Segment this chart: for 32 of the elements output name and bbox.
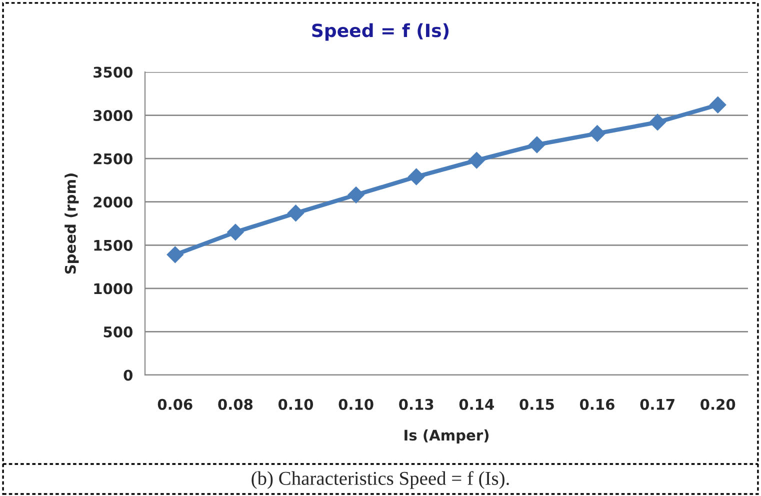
x-tick-label: 0.17 — [640, 398, 674, 410]
x-tick-label: 0.15 — [520, 398, 554, 410]
x-tick-label: 0.13 — [399, 398, 434, 410]
point — [227, 224, 244, 241]
y-tick-label: 2000 — [94, 196, 132, 208]
y-tick-label: 2500 — [94, 153, 132, 164]
chart-title: Speed = f (Is) — [312, 23, 449, 41]
y-tick-label: 500 — [104, 326, 132, 338]
point — [287, 204, 304, 222]
x-tick-label: 0.10 — [338, 398, 374, 410]
point — [649, 114, 666, 131]
point — [528, 136, 546, 154]
point — [348, 186, 364, 204]
y-tick-label: 3500 — [94, 66, 132, 78]
y-tick-label: 1500 — [94, 240, 132, 251]
x-tick-label: 0.08 — [218, 398, 253, 410]
x-tick-label: 0.16 — [580, 398, 614, 410]
x-tick-label: 0.10 — [278, 398, 314, 410]
point — [588, 125, 606, 142]
y-tick-label: 3000 — [94, 110, 132, 122]
point — [166, 246, 184, 264]
x-tick-label: 0.14 — [459, 398, 494, 410]
x-axis-title: Is (Amper) — [404, 429, 489, 444]
y-tick-label: 0 — [124, 370, 132, 381]
x-tick-label: 0.20 — [700, 398, 736, 410]
point — [709, 96, 726, 114]
point — [468, 152, 486, 169]
y-tick-label: 1000 — [94, 283, 132, 294]
y-axis-title: Speed (rpm) — [64, 174, 79, 274]
point — [408, 168, 425, 186]
text: (b) Characteristics Speed = f (Is). — [252, 471, 509, 489]
x-tick-label: 0.06 — [158, 398, 192, 410]
